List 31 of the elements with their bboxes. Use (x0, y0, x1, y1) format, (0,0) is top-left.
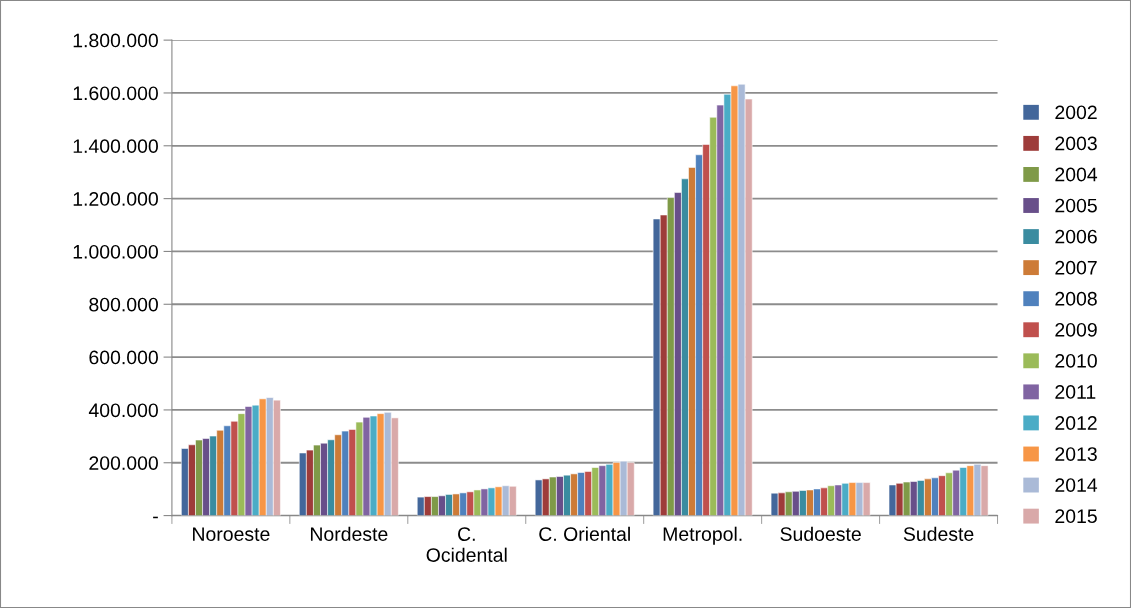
legend-label: 2004 (1055, 167, 1098, 182)
legend-label: 2015 (1055, 509, 1097, 524)
legend-label: 2002 (1055, 105, 1097, 120)
y-tick-label: 1.800.000 (73, 33, 158, 48)
legend-label: 2007 (1055, 260, 1097, 275)
y-tick-label: 600.000 (89, 350, 158, 365)
x-tick-label: Sudoeste (780, 526, 861, 541)
x-tick-label: Sudeste (903, 526, 974, 541)
y-tick-label: 800.000 (89, 297, 158, 312)
legend-label: 2003 (1055, 136, 1097, 151)
x-tick-label: Noroeste (193, 527, 270, 541)
y-tick-label: 1.200.000 (73, 192, 158, 206)
x-tick-label: C. Ocidental (426, 527, 507, 562)
y-tick-label: 200.000 (89, 456, 158, 470)
legend-label: 2012 (1055, 416, 1097, 430)
legend-label: 2005 (1055, 198, 1097, 213)
legend-label: 2013 (1055, 447, 1097, 461)
legend-label: 2009 (1055, 322, 1097, 337)
legend-label: 2010 (1055, 353, 1097, 368)
legend-label: 2011 (1055, 385, 1096, 399)
y-tick-label: 1.000.000 (73, 244, 158, 259)
legend-label: 2008 (1055, 291, 1097, 306)
y-tick-label: 1.600.000 (73, 86, 158, 101)
y-tick-label: 400.000 (88, 403, 158, 418)
x-tick-label: C. Oriental (539, 526, 630, 541)
legend-label: 2006 (1055, 229, 1097, 244)
y-tick-label: - (153, 516, 158, 519)
y-tick-label: 1.400.000 (73, 139, 158, 154)
x-tick-label: Nordeste (310, 526, 388, 541)
legend-label: 2014 (1055, 478, 1098, 493)
x-tick-label: Metropol. (663, 526, 742, 545)
